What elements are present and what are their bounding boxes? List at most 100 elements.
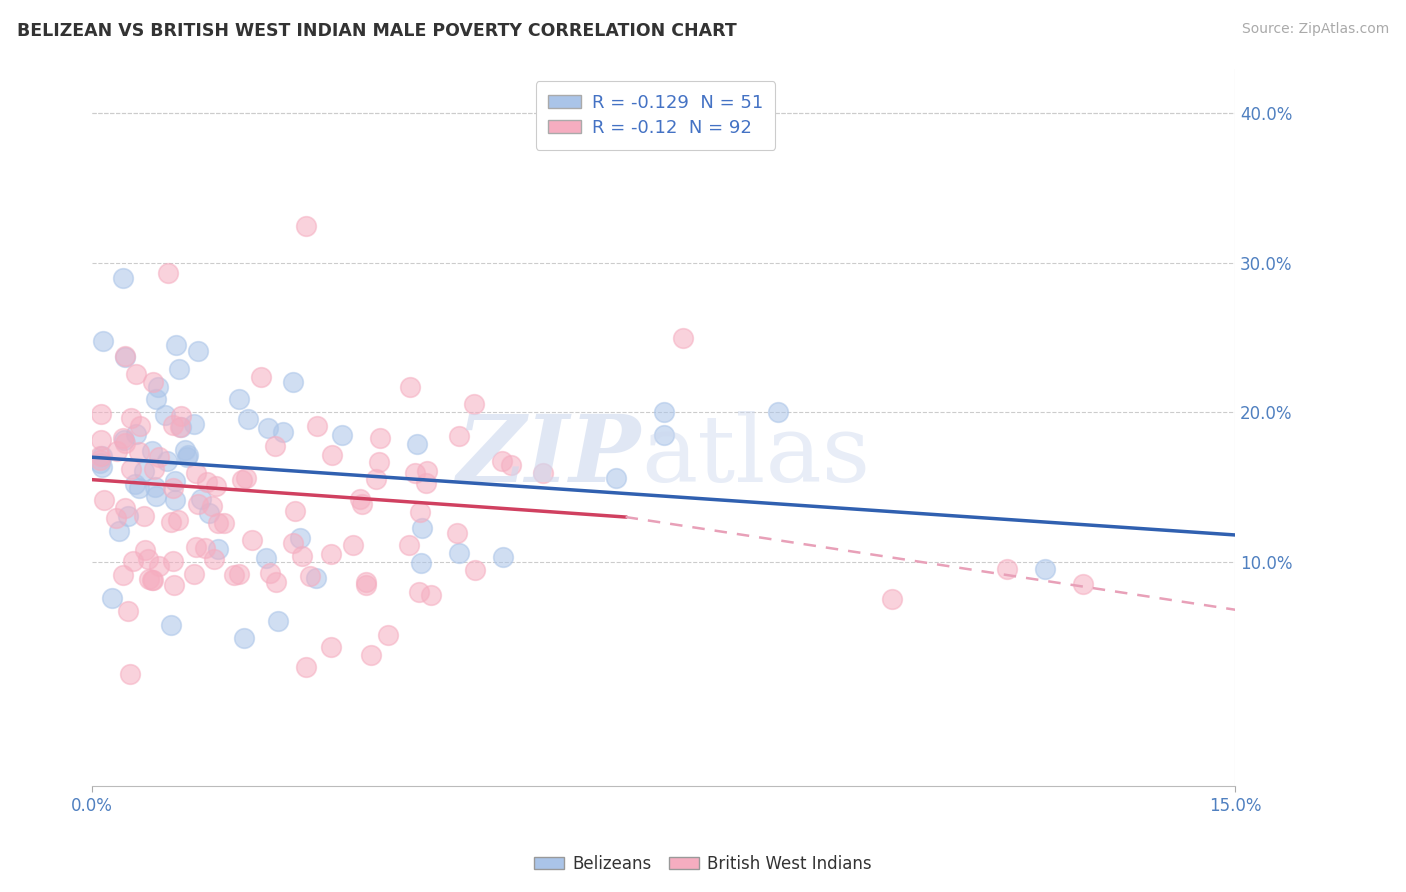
Point	[249, 370, 271, 384]
Point	[93, 493, 115, 508]
Point	[415, 475, 437, 490]
Point	[228, 392, 250, 406]
Point	[163, 492, 186, 507]
Point	[377, 628, 399, 642]
Point	[91, 334, 114, 348]
Point	[283, 535, 305, 549]
Point	[114, 435, 136, 450]
Point	[882, 592, 904, 607]
Point	[141, 574, 163, 588]
Point	[1071, 577, 1094, 591]
Point	[105, 511, 128, 525]
Point	[166, 338, 188, 352]
Point	[212, 516, 235, 530]
Point	[143, 480, 166, 494]
Point	[114, 350, 136, 364]
Point	[169, 420, 191, 434]
Point	[304, 571, 326, 585]
Point	[330, 428, 353, 442]
Point	[167, 513, 190, 527]
Point	[142, 573, 165, 587]
Point	[411, 520, 433, 534]
Point	[298, 569, 321, 583]
Point	[163, 577, 186, 591]
Point	[256, 550, 278, 565]
Point	[120, 411, 142, 425]
Point	[128, 444, 150, 458]
Point	[257, 420, 280, 434]
Point	[117, 604, 139, 618]
Point	[183, 567, 205, 582]
Point	[124, 477, 146, 491]
Point	[111, 431, 134, 445]
Point	[194, 541, 217, 555]
Point	[319, 640, 342, 654]
Point	[89, 449, 111, 463]
Point	[411, 556, 433, 570]
Point	[342, 538, 364, 552]
Point	[354, 578, 377, 592]
Point	[228, 567, 250, 582]
Point	[222, 568, 245, 582]
Point	[531, 466, 554, 480]
Point	[264, 575, 287, 590]
Text: atlas: atlas	[641, 411, 870, 501]
Point	[136, 552, 159, 566]
Point	[360, 648, 382, 662]
Point	[173, 442, 195, 457]
Point	[134, 543, 156, 558]
Point	[197, 507, 219, 521]
Point	[145, 489, 167, 503]
Point	[108, 524, 131, 539]
Point	[264, 439, 287, 453]
Legend: R = -0.129  N = 51, R = -0.12  N = 92: R = -0.129 N = 51, R = -0.12 N = 92	[536, 81, 776, 150]
Point	[90, 460, 112, 475]
Point	[120, 462, 142, 476]
Point	[349, 491, 371, 506]
Point	[122, 554, 145, 568]
Point	[240, 533, 263, 548]
Point	[321, 448, 343, 462]
Point	[190, 491, 212, 506]
Point	[128, 419, 150, 434]
Point	[105, 443, 128, 458]
Point	[89, 453, 111, 467]
Point	[202, 551, 225, 566]
Point	[235, 471, 257, 485]
Point	[142, 462, 165, 476]
Point	[295, 659, 318, 673]
Point	[160, 617, 183, 632]
Point	[117, 509, 139, 524]
Point	[419, 588, 441, 602]
Point	[406, 437, 429, 451]
Point	[491, 453, 513, 467]
Point	[291, 549, 314, 564]
Point	[157, 266, 180, 280]
Point	[449, 546, 471, 560]
Text: BELIZEAN VS BRITISH WEST INDIAN MALE POVERTY CORRELATION CHART: BELIZEAN VS BRITISH WEST INDIAN MALE POV…	[17, 22, 737, 40]
Point	[112, 433, 135, 447]
Point	[205, 479, 228, 493]
Point	[162, 481, 184, 495]
Point	[195, 475, 218, 489]
Point	[156, 454, 179, 468]
Point	[398, 538, 420, 552]
Point	[492, 549, 515, 564]
Point	[114, 501, 136, 516]
Point	[128, 481, 150, 495]
Point	[145, 392, 167, 406]
Point	[294, 219, 316, 233]
Point	[141, 376, 163, 390]
Point	[766, 405, 789, 419]
Point	[1033, 562, 1056, 576]
Point	[162, 418, 184, 433]
Point	[447, 428, 470, 442]
Point	[159, 516, 181, 530]
Point	[90, 433, 112, 447]
Point	[236, 411, 259, 425]
Point	[176, 449, 198, 463]
Point	[368, 431, 391, 445]
Point	[162, 554, 184, 568]
Point	[368, 454, 391, 468]
Point	[350, 497, 373, 511]
